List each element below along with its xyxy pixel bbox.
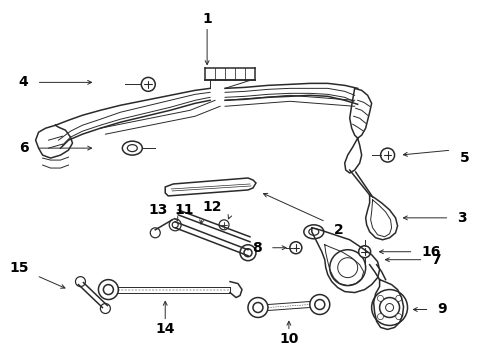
Text: 8: 8 bbox=[252, 241, 262, 255]
Circle shape bbox=[396, 314, 402, 320]
Circle shape bbox=[396, 295, 402, 301]
Text: 13: 13 bbox=[149, 203, 168, 217]
Circle shape bbox=[371, 289, 408, 325]
Text: 10: 10 bbox=[279, 332, 298, 346]
Text: 4: 4 bbox=[19, 75, 28, 89]
Text: 12: 12 bbox=[202, 200, 222, 214]
Circle shape bbox=[359, 246, 370, 258]
Text: 16: 16 bbox=[421, 245, 441, 259]
Text: 6: 6 bbox=[19, 141, 28, 155]
Circle shape bbox=[377, 295, 383, 301]
Circle shape bbox=[290, 242, 302, 254]
Text: 5: 5 bbox=[460, 151, 469, 165]
Text: 3: 3 bbox=[457, 211, 467, 225]
Text: 9: 9 bbox=[438, 302, 447, 316]
Circle shape bbox=[330, 250, 366, 285]
Circle shape bbox=[381, 148, 394, 162]
Text: 11: 11 bbox=[174, 203, 194, 217]
Text: 7: 7 bbox=[432, 253, 441, 267]
Circle shape bbox=[141, 77, 155, 91]
Circle shape bbox=[377, 314, 383, 320]
Text: 14: 14 bbox=[155, 323, 175, 337]
Text: 15: 15 bbox=[9, 261, 28, 275]
Text: 2: 2 bbox=[334, 223, 343, 237]
Circle shape bbox=[219, 220, 229, 230]
Text: 1: 1 bbox=[202, 12, 212, 26]
